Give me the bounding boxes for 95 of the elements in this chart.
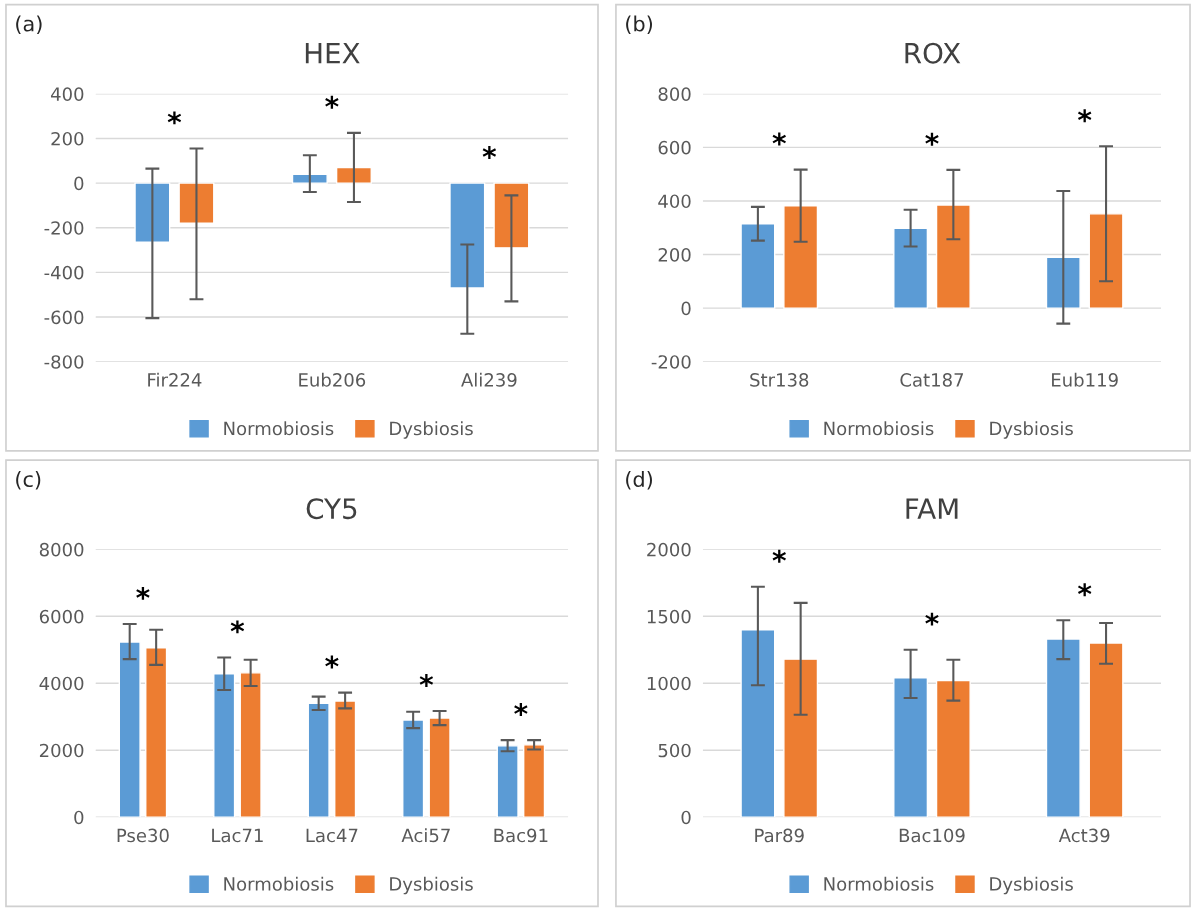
x-tick-label: Eub119 [1052, 372, 1118, 387]
x-tick-label: Bac91 [494, 828, 548, 843]
legend-label: Normobiosis [824, 876, 934, 891]
bar [178, 182, 215, 224]
x-tick-label: Par89 [755, 828, 804, 843]
annotation: * [482, 146, 497, 159]
y-tick-label: 1000 [647, 676, 691, 691]
bar [740, 628, 776, 818]
text: (c) [16, 471, 41, 490]
bar [428, 717, 451, 818]
x-tick-label: Str138 [750, 373, 809, 387]
annotation: * [419, 673, 434, 687]
y-tick-label: 6000 [39, 609, 84, 624]
annotation: * [1077, 109, 1092, 123]
y-tick-label: -200 [651, 355, 691, 369]
legend-label: Dysbiosis [990, 421, 1073, 439]
annotation: * [925, 612, 939, 626]
bar [291, 173, 328, 184]
bar [402, 719, 425, 818]
text: (d) [626, 470, 652, 490]
y-tick-label: 400 [658, 194, 691, 209]
x-tick-label: Lac71 [212, 828, 263, 843]
x-tick-label: Pse30 [117, 828, 169, 843]
x-tick-label: Act39 [1058, 828, 1110, 843]
y-tick-label: 8000 [39, 542, 84, 557]
y-tick-label: 2000 [39, 743, 84, 758]
annotation: * [772, 549, 786, 563]
x-tick-label: Eub206 [299, 372, 366, 387]
y-tick-label: 400 [50, 87, 84, 101]
chart-title: HEX [305, 43, 360, 64]
legend-label: Normobiosis [224, 421, 334, 436]
bar [522, 744, 546, 818]
bar [493, 182, 530, 249]
bar [935, 679, 971, 818]
bar [213, 673, 236, 818]
annotation: * [325, 95, 339, 109]
y-tick-label: 4000 [39, 676, 84, 691]
annotation: * [514, 703, 528, 717]
bar [740, 223, 776, 309]
x-tick-label: Bac109 [899, 828, 965, 843]
legend-label: Dysbiosis [390, 421, 473, 439]
x-tick-label: Fir224 [148, 372, 202, 387]
bar [1088, 213, 1124, 309]
bar [449, 182, 486, 289]
y-tick-label: 200 [51, 131, 84, 146]
annotation: * [1077, 583, 1092, 597]
annotation: * [772, 132, 786, 146]
bar [1088, 642, 1124, 818]
x-tick-label: Aci57 [401, 828, 450, 843]
legend-label: Dysbiosis [390, 876, 473, 895]
y-tick-label: -400 [44, 265, 84, 280]
y-tick-label: 500 [658, 743, 691, 758]
bar [118, 641, 141, 818]
text: (a) [16, 15, 42, 35]
annotation: * [167, 111, 182, 125]
y-tick-label: 0 [681, 301, 691, 316]
chart-title: ROX [905, 42, 961, 64]
chart-title: FAM [906, 498, 958, 519]
y-tick-label: -800 [44, 355, 84, 369]
bar [893, 227, 929, 309]
bar [893, 677, 929, 818]
bar [335, 166, 372, 184]
y-tick-label: 1500 [647, 609, 691, 624]
bar [783, 658, 819, 818]
bar [239, 672, 262, 818]
y-tick-label: 0 [74, 176, 84, 191]
x-tick-label: Ali239 [461, 372, 517, 387]
bar [935, 204, 971, 309]
bar [145, 647, 168, 818]
annotation: * [136, 586, 150, 600]
annotation: * [325, 655, 339, 669]
y-tick-label: -600 [44, 310, 84, 325]
text: (b) [626, 15, 652, 35]
y-tick-label: -200 [44, 221, 84, 235]
x-tick-label: Cat187 [900, 373, 964, 387]
bar [307, 702, 330, 818]
y-tick-label: 800 [658, 87, 691, 101]
y-tick-label: 600 [658, 140, 691, 155]
y-tick-label: 0 [74, 810, 84, 825]
bar [496, 745, 519, 818]
bar [334, 700, 357, 818]
bar [1045, 256, 1081, 309]
bar [134, 182, 171, 243]
bar [783, 205, 819, 309]
x-tick-label: Lac47 [306, 828, 358, 843]
y-tick-label: 2000 [647, 542, 691, 557]
legend-label: Normobiosis [824, 421, 934, 436]
chart-title: CY5 [306, 498, 357, 520]
legend-label: Normobiosis [224, 876, 334, 891]
annotation: * [925, 132, 939, 146]
bar [1045, 638, 1081, 818]
y-tick-label: 200 [658, 247, 691, 262]
annotation: * [230, 620, 245, 634]
y-tick-label: 0 [681, 810, 691, 825]
legend-label: Dysbiosis [990, 876, 1073, 895]
